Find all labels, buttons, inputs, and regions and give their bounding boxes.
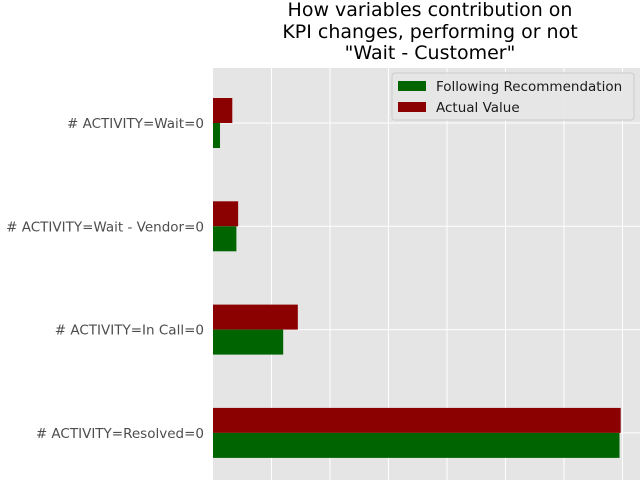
y-tick-label-4: # ACTIVITY=Resolved=0 (36, 426, 204, 442)
y-tick-label-1: # ACTIVITY=Wait=0 (67, 116, 204, 132)
bar-following-recommendation-2 (213, 226, 237, 252)
bars (213, 98, 621, 458)
chart-title-line-1: How variables contribution on (288, 0, 573, 21)
legend-swatch-2 (398, 102, 426, 112)
legend-label-1: Following Recommendation (436, 79, 622, 95)
legend: Following Recommendation Actual Value (391, 72, 635, 121)
bar-actual-value-2 (213, 201, 239, 227)
bar-following-recommendation-1 (213, 123, 221, 148)
chart-title: How variables contribution on KPI change… (282, 0, 577, 64)
chart-title-line-2: KPI changes, performing or not (282, 21, 577, 43)
y-tick-label-2: # ACTIVITY=Wait - Vendor=0 (6, 219, 204, 235)
bar-actual-value-3 (213, 304, 298, 330)
bar-actual-value-1 (213, 98, 233, 123)
chart-title-line-3: "Wait - Customer" (345, 42, 516, 64)
bar-following-recommendation-3 (213, 329, 284, 355)
y-tick-label-3: # ACTIVITY=In Call=0 (55, 323, 204, 339)
y-axis-tick-labels: # ACTIVITY=Wait=0 # ACTIVITY=Wait - Vendo… (6, 116, 204, 442)
legend-label-2: Actual Value (436, 100, 520, 116)
legend-box (391, 72, 635, 121)
legend-swatch-1 (398, 81, 426, 91)
bar-following-recommendation-4 (213, 432, 620, 458)
bar-actual-value-4 (213, 407, 621, 433)
